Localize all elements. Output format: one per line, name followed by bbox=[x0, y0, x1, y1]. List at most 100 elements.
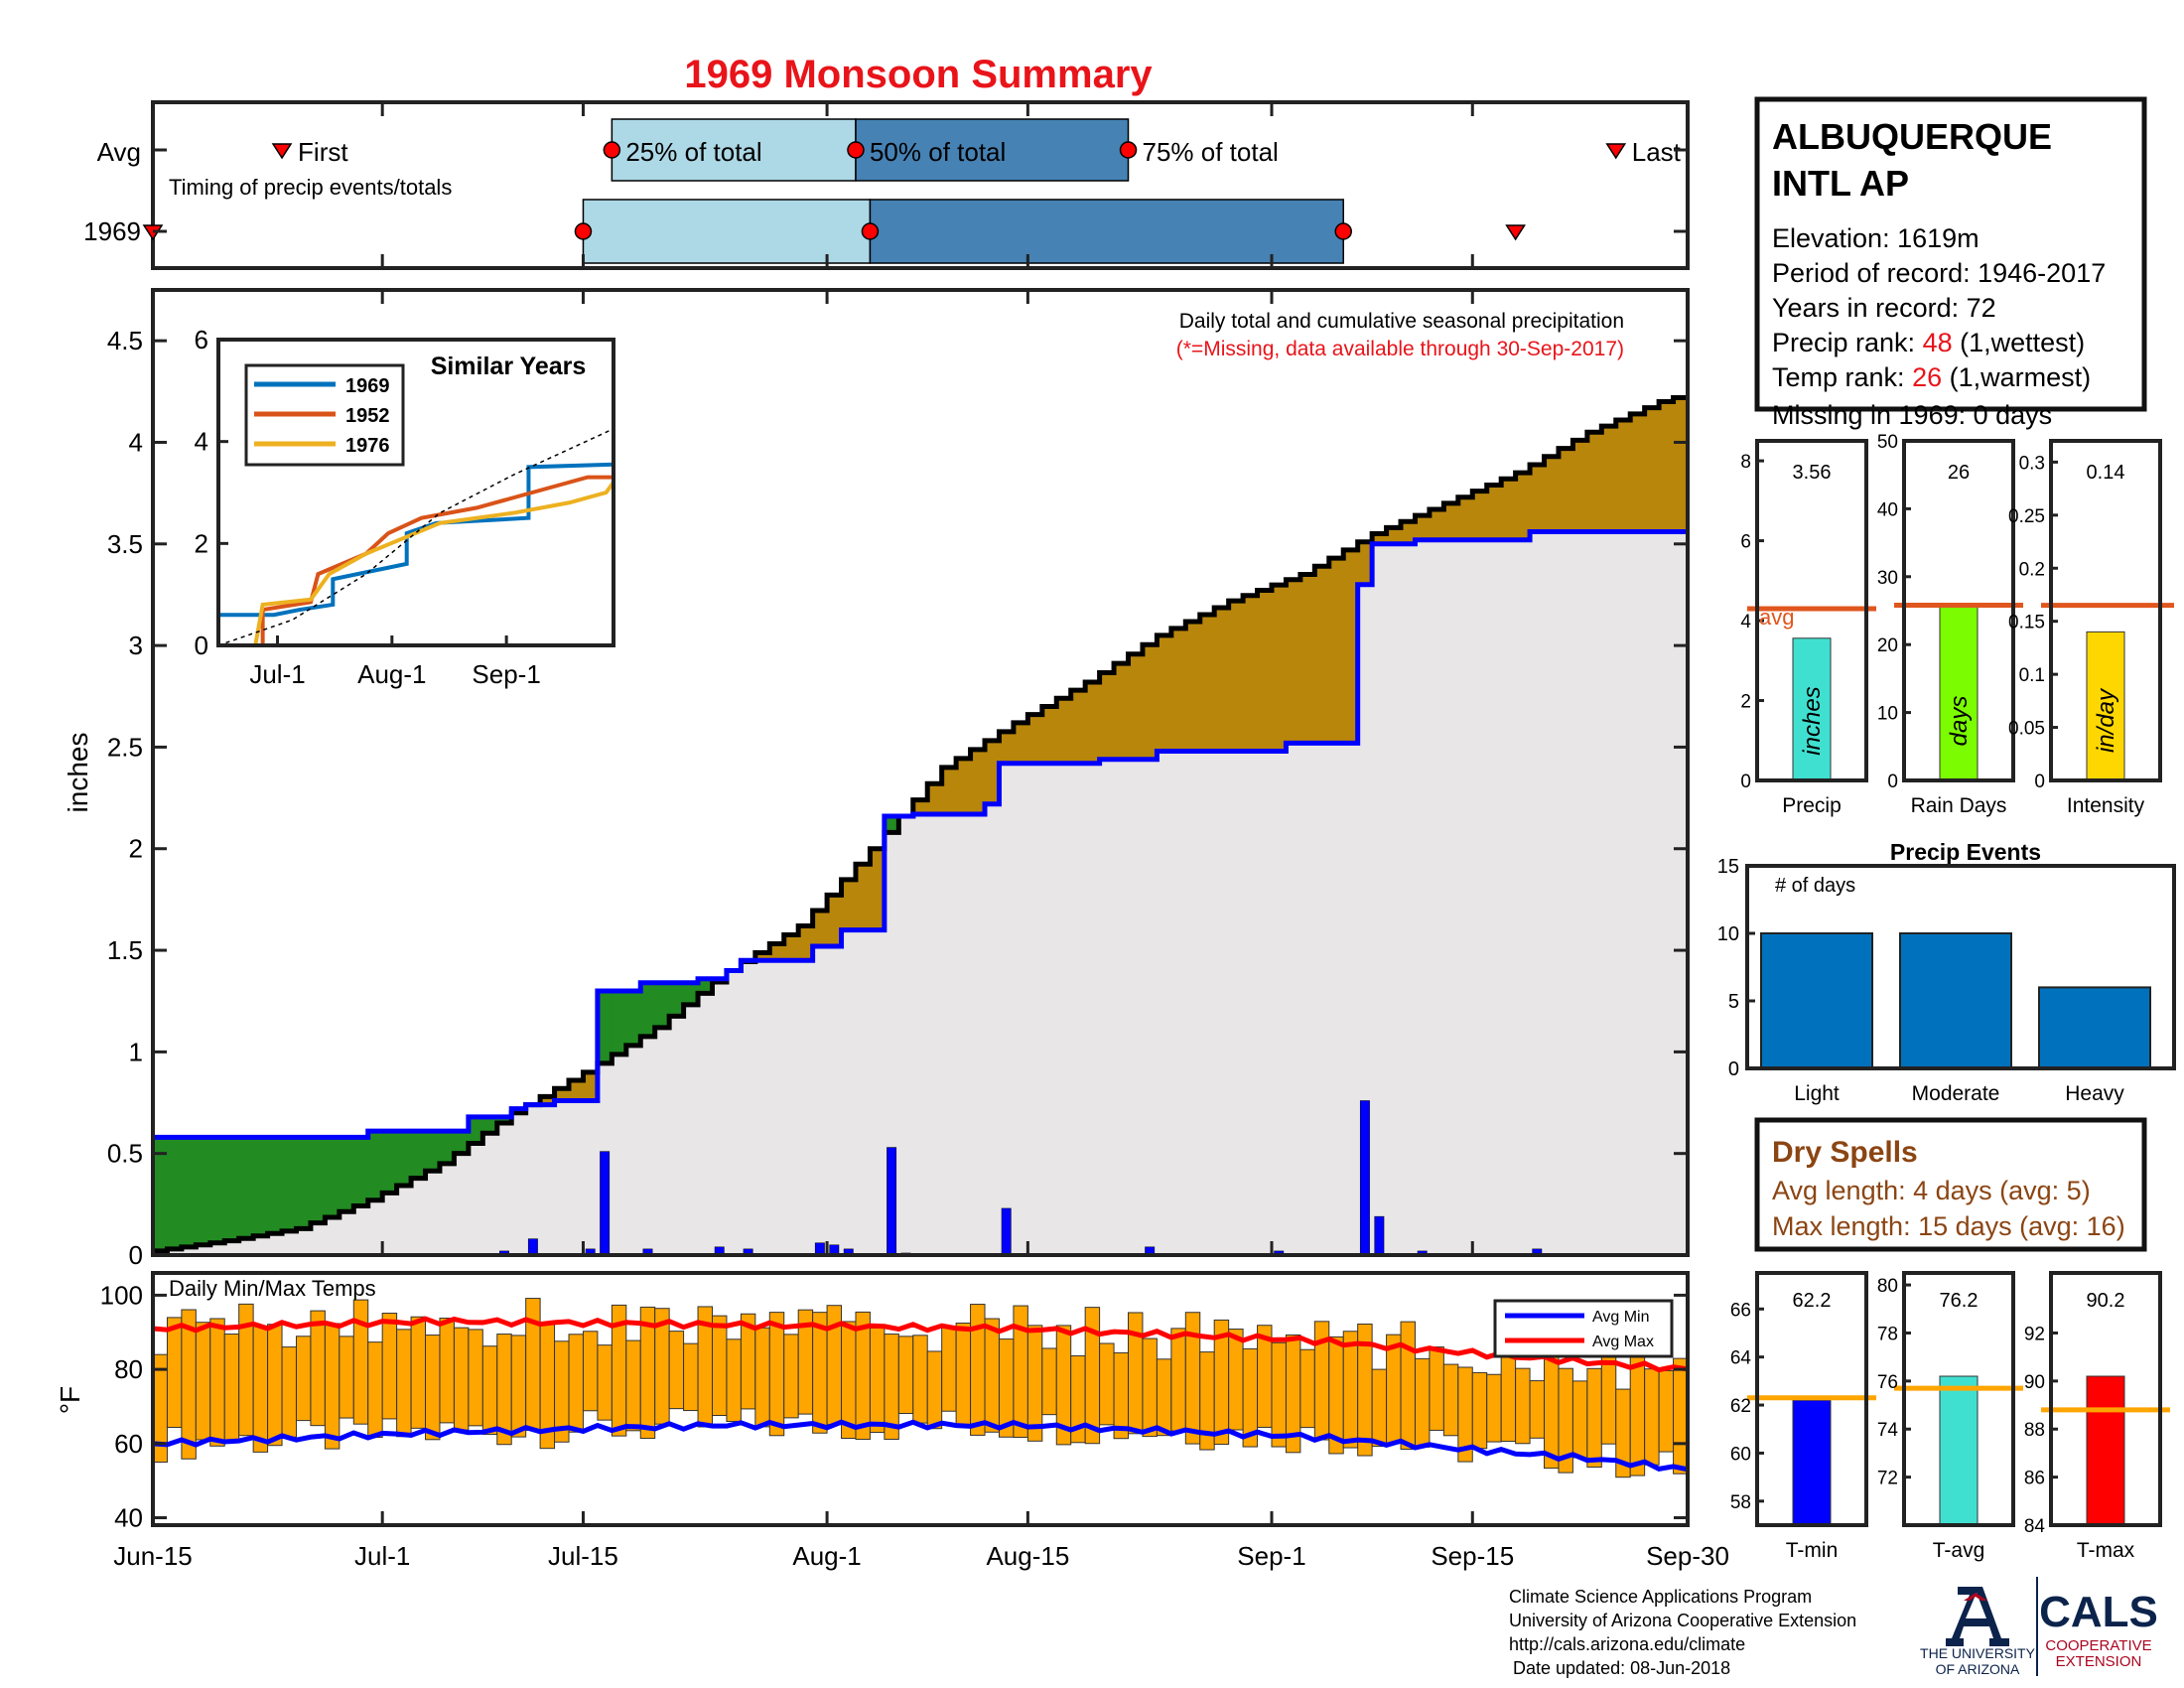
precip-stat-frame bbox=[2049, 439, 2162, 782]
daily-temp-bar bbox=[1429, 1346, 1444, 1431]
below-average-fill bbox=[1027, 714, 1043, 764]
inset-avg-line bbox=[217, 428, 614, 646]
above-average-fill bbox=[454, 1131, 470, 1154]
temp-ytick-label: 40 bbox=[114, 1503, 143, 1533]
below-average-fill bbox=[1515, 473, 1531, 540]
daily-temp-bar bbox=[1442, 1363, 1459, 1437]
timing-avg-event-marker bbox=[1605, 143, 1627, 160]
temp-rank: Temp rank: 26 (1,warmest) bbox=[1772, 362, 2091, 392]
daily-temp-bar bbox=[869, 1327, 886, 1434]
daily-temp-bar bbox=[1170, 1328, 1186, 1432]
daily-temp-bar bbox=[381, 1313, 398, 1420]
below-average-fill bbox=[1056, 698, 1072, 764]
timing-note: Timing of precip events/totals bbox=[169, 175, 452, 200]
below-average-fill bbox=[798, 925, 814, 961]
temp-ylabel: °F bbox=[55, 1386, 85, 1414]
daily-precip-bar bbox=[1374, 1215, 1385, 1256]
above-average-fill bbox=[625, 990, 641, 1046]
daily-temp-bar bbox=[1099, 1342, 1115, 1426]
below-average-fill bbox=[754, 952, 770, 961]
below-average-fill bbox=[1157, 634, 1172, 752]
precip-stat-tick-label: 0.3 bbox=[2019, 453, 2045, 474]
below-average-fill bbox=[985, 740, 1001, 804]
daily-temp-bar bbox=[1142, 1337, 1158, 1438]
daily-temp-bar bbox=[1586, 1367, 1602, 1469]
below-average-fill bbox=[1257, 590, 1273, 752]
below-average-fill bbox=[1343, 549, 1359, 744]
inset-series-1969 bbox=[218, 462, 614, 618]
temp-stat-tick-label: 92 bbox=[2024, 1324, 2045, 1344]
inset-xtick-label: Aug-1 bbox=[357, 659, 426, 689]
temp-stat-bar bbox=[2086, 1375, 2125, 1526]
temp-legend-box bbox=[1493, 1299, 1674, 1358]
above-average-fill bbox=[253, 1137, 269, 1236]
precip-stat-value: 3.56 bbox=[1793, 462, 1832, 484]
daily-temp-bar bbox=[768, 1312, 785, 1437]
precip-stat-value: 0.14 bbox=[2087, 462, 2125, 484]
avg-cumulative-line bbox=[153, 394, 1688, 1254]
daily-precip-bar bbox=[600, 1151, 611, 1256]
above-average-fill bbox=[196, 1137, 211, 1245]
cals-logo: CALS bbox=[2039, 1588, 2158, 1636]
temp-stat-tick-label: 84 bbox=[2024, 1516, 2046, 1537]
daily-temp-bar bbox=[281, 1346, 297, 1438]
below-average-fill bbox=[927, 783, 943, 814]
daily-temp-bar bbox=[597, 1344, 613, 1421]
below-average-fill bbox=[1214, 608, 1230, 752]
timing-year-pct-marker bbox=[574, 222, 593, 240]
above-average-fill bbox=[496, 1116, 512, 1123]
below-average-fill bbox=[1314, 566, 1330, 744]
main-ytick-label: 0.5 bbox=[107, 1139, 143, 1169]
inset-ytick-label: 6 bbox=[195, 325, 208, 354]
daily-temp-bar bbox=[367, 1341, 383, 1439]
daily-temp-bar bbox=[166, 1317, 183, 1429]
precip-stat-tick-label: 10 bbox=[1877, 704, 1898, 725]
below-average-fill bbox=[1501, 479, 1517, 540]
daily-temp-bar bbox=[396, 1329, 412, 1438]
daily-temp-bar bbox=[912, 1335, 928, 1424]
above-average-fill bbox=[683, 982, 699, 1005]
inset-title: Similar Years bbox=[431, 352, 587, 380]
temp-stat-tick-label: 90 bbox=[2024, 1372, 2045, 1393]
daily-temp-bar bbox=[195, 1322, 211, 1441]
precip-stat-tick-label: 0.1 bbox=[2019, 665, 2045, 686]
precip-stat-tick-label: 0.15 bbox=[2008, 613, 2045, 633]
legend-avg-max: Avg Max bbox=[1592, 1334, 1654, 1350]
below-average-fill bbox=[1142, 644, 1159, 760]
xtick-label: Aug-1 bbox=[792, 1541, 861, 1571]
inset-legend-label: 1952 bbox=[345, 405, 390, 427]
below-average-fill bbox=[1170, 628, 1186, 752]
events-tick-label: 10 bbox=[1717, 923, 1739, 945]
below-average-fill bbox=[1185, 621, 1201, 752]
below-average-fill bbox=[1271, 585, 1288, 752]
dry-spells-box: Dry Spells Avg length: 4 days (avg: 5) M… bbox=[1754, 1117, 2147, 1252]
below-average-fill bbox=[1041, 706, 1057, 764]
below-average-fill bbox=[583, 1071, 599, 1101]
dry-spells-max: Max length: 15 days (avg: 16) bbox=[1772, 1211, 2125, 1241]
temp-stat-tick-label: 78 bbox=[1877, 1324, 1898, 1344]
precip-stat-category: Precip bbox=[1782, 794, 1842, 817]
above-average-fill bbox=[439, 1131, 456, 1164]
below-average-fill bbox=[999, 731, 1015, 764]
below-average-fill bbox=[1199, 615, 1215, 752]
daily-temp-bar bbox=[1026, 1325, 1043, 1442]
daily-temp-bar bbox=[683, 1342, 699, 1412]
precip-event-bar bbox=[1899, 932, 2012, 1069]
daily-temp-bar bbox=[625, 1339, 641, 1432]
timing-year-event-marker bbox=[1505, 224, 1526, 241]
below-average-fill bbox=[1530, 464, 1546, 532]
inset-ytick-label: 2 bbox=[195, 528, 208, 558]
main-ytick-label: 4 bbox=[129, 427, 143, 457]
daily-temp-bar bbox=[1156, 1358, 1172, 1437]
below-average-fill bbox=[1630, 413, 1646, 532]
below-average-fill bbox=[912, 799, 928, 814]
daily-temp-bar bbox=[410, 1316, 427, 1429]
cals-sub1: COOPERATIVE bbox=[2045, 1637, 2151, 1654]
station-elevation: Elevation: 1619m bbox=[1772, 223, 1979, 253]
timing-avg-pct-marker bbox=[1119, 141, 1138, 159]
dry-spells-title: Dry Spells bbox=[1772, 1136, 1918, 1169]
events-tick-label: 5 bbox=[1728, 991, 1739, 1013]
precip-stat-value: 26 bbox=[1948, 462, 1970, 484]
above-average-fill bbox=[468, 1116, 483, 1144]
main-ytick-label: 2.5 bbox=[107, 732, 143, 762]
